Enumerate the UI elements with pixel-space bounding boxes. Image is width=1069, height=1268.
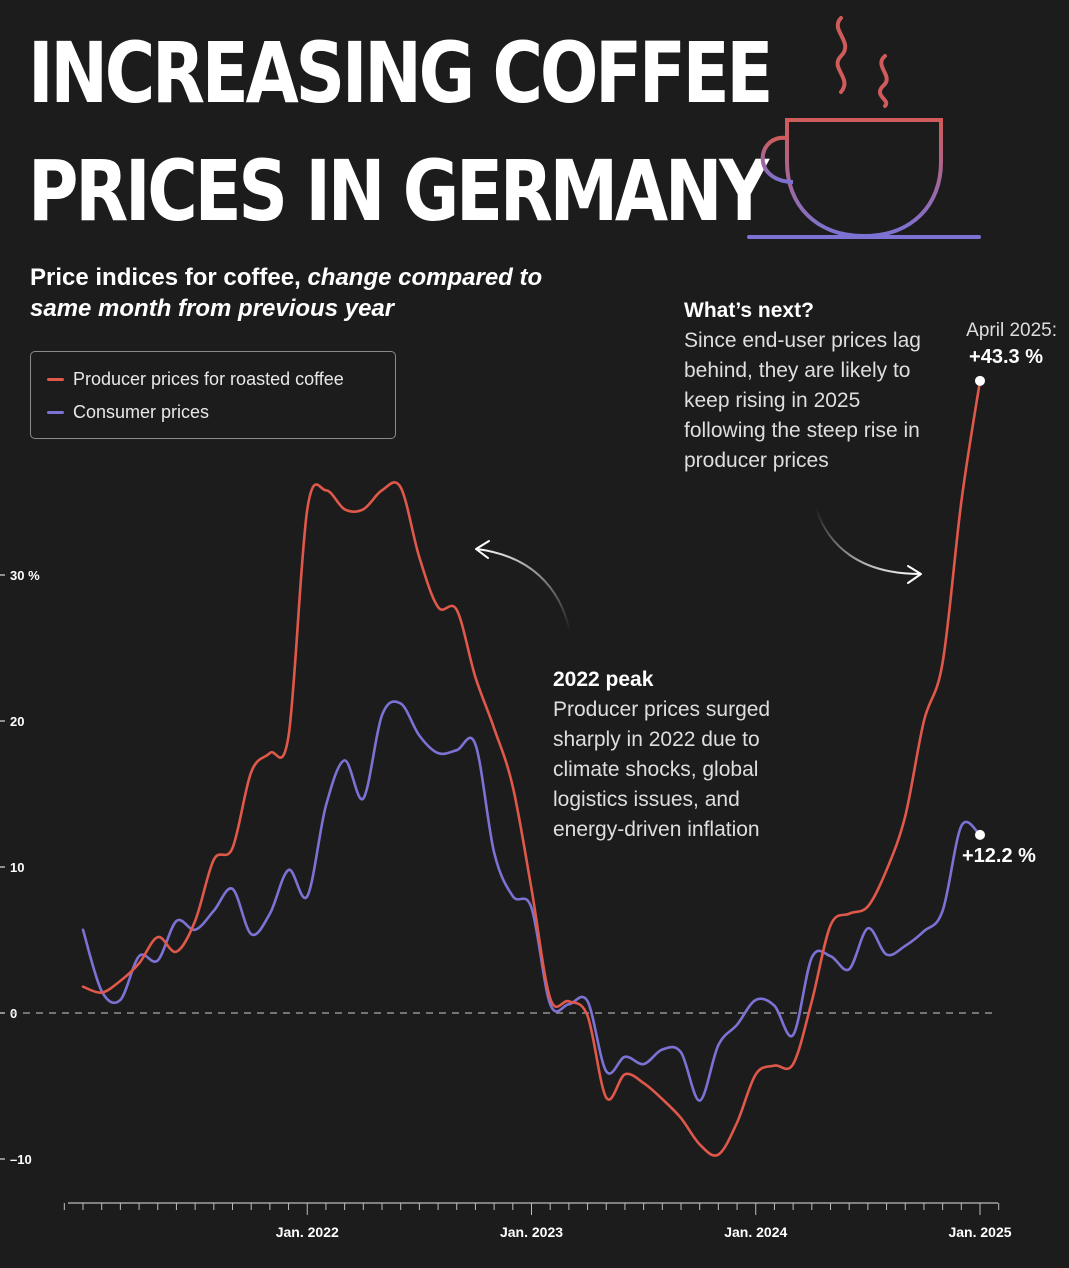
y-tick-label-0: –10: [10, 1152, 32, 1167]
y-tick-label-2: 10: [10, 860, 24, 875]
x-axis: Jan. 2022 Jan. 2023 Jan. 2024 Jan. 2025: [63, 1202, 1012, 1240]
next-arrowhead: [907, 565, 922, 584]
consumer-line: [81, 700, 982, 1102]
series-layer: [81, 375, 985, 1157]
x-tick-label-1: Jan. 2023: [500, 1224, 563, 1240]
y-axis: –100102030 %: [0, 568, 40, 1167]
consumer-end-point: [975, 829, 985, 840]
consumer-end-label: +12.2 %: [962, 845, 1036, 868]
producer-end-value: +43.3 %: [969, 346, 1043, 368]
legend-item-consumer: Consumer prices: [47, 402, 209, 423]
legend-producer-label: Producer prices for roasted coffee: [73, 369, 344, 389]
peak-arrowhead: [475, 540, 490, 559]
chart-subtitle: Price indices for coffee, change compare…: [30, 262, 590, 324]
peak-heading: 2022 peak: [553, 668, 654, 691]
next-arrow: [815, 507, 921, 575]
steam-right: [877, 54, 889, 108]
producer-end-date: April 2025:: [966, 320, 1057, 341]
whats-next-heading: What’s next?: [684, 299, 814, 322]
title-line-2: PRICES IN GERMANY: [28, 142, 769, 240]
x-tick-label-0: Jan. 2022: [276, 1224, 339, 1240]
producer-swatch: [47, 378, 64, 381]
whats-next-body: Since end-user prices lag behind, they a…: [684, 329, 921, 472]
y-tick-label-4: 30 %: [10, 568, 40, 583]
x-tick-label-3: Jan. 2025: [948, 1224, 1011, 1240]
consumer-end-value: +12.2 %: [962, 845, 1036, 867]
producer-end-label: April 2025: +43.3 %: [966, 317, 1057, 371]
y-tick-label-3: 20: [10, 714, 24, 729]
consumer-swatch: [47, 411, 64, 414]
coffee-cup-icon: [747, 16, 981, 239]
title-line-1: INCREASING COFFEE: [28, 24, 773, 122]
legend-consumer-label: Consumer prices: [73, 402, 210, 422]
peak-arrow: [476, 548, 571, 633]
subtitle-italic: change compared to same month from previ…: [30, 264, 543, 322]
peak-body: Producer prices surged sharply in 2022 d…: [553, 698, 771, 841]
x-tick-label-2: Jan. 2024: [724, 1224, 787, 1240]
cup-handle: [760, 135, 794, 184]
producer-line: [81, 379, 982, 1157]
producer-end-point: [975, 375, 985, 386]
chart-title: INCREASING COFFEE PRICES IN GERMANY: [28, 14, 773, 250]
subtitle-plain: Price indices for coffee,: [30, 264, 308, 291]
steam-left: [835, 16, 848, 94]
legend-item-producer: Producer prices for roasted coffee: [47, 369, 344, 390]
legend: Producer prices for roasted coffee Consu…: [30, 351, 396, 439]
whats-next-note: What’s next? Since end-user prices lag b…: [684, 296, 924, 476]
peak-note: 2022 peak Producer prices surged sharply…: [553, 665, 803, 845]
